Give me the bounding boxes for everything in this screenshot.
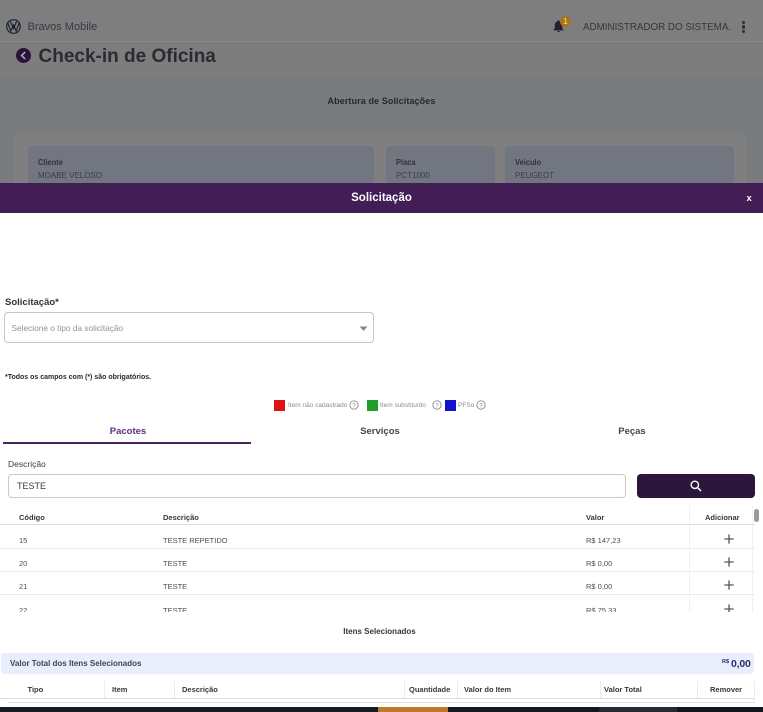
svg-text:?: ? (479, 402, 483, 409)
svg-text:?: ? (435, 402, 439, 409)
svg-text:?: ? (352, 402, 356, 409)
